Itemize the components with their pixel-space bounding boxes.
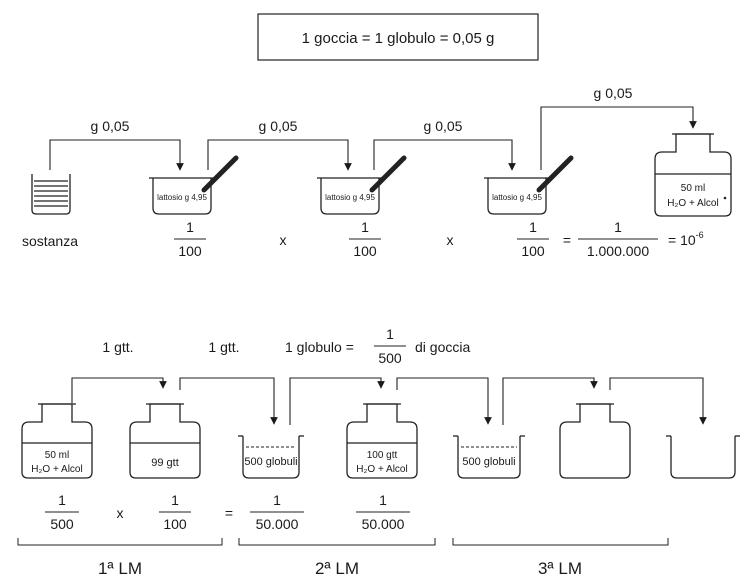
transfer-arrow-2 bbox=[207, 139, 352, 171]
svg-text:1: 1 bbox=[58, 492, 66, 508]
bottle-2-label: 99 gtt bbox=[151, 457, 179, 469]
svg-text:100: 100 bbox=[353, 243, 377, 259]
top-fraction-1: 1 100 bbox=[174, 219, 206, 259]
bottom-equals: = bbox=[225, 505, 233, 521]
bottle-1-volume: 50 ml bbox=[45, 450, 69, 461]
mortar-icon-3 bbox=[484, 155, 574, 215]
top-power-result: = 10-6 bbox=[668, 230, 704, 248]
bottom-transfer-arrows bbox=[71, 377, 707, 425]
solution-bottle-icon bbox=[654, 133, 732, 217]
top-times-1: x bbox=[280, 232, 287, 248]
svg-text:1: 1 bbox=[361, 219, 369, 235]
transfer-arrow-4 bbox=[540, 106, 697, 170]
svg-text:100: 100 bbox=[178, 243, 202, 259]
bottom-fraction-c: 1 50.000 bbox=[250, 492, 304, 532]
bottle-1-icon bbox=[21, 403, 93, 479]
bottom-arrow-6 bbox=[609, 377, 707, 425]
transfer-label-3: g 0,05 bbox=[424, 118, 463, 134]
bottom-arrow-5 bbox=[502, 377, 598, 425]
mortar-icon-1 bbox=[149, 155, 239, 215]
svg-text:50.000: 50.000 bbox=[256, 516, 299, 532]
svg-text:100: 100 bbox=[521, 243, 545, 259]
lm-label-2: 2ª LM bbox=[315, 559, 359, 578]
bottom-fraction-b: 1 100 bbox=[159, 492, 191, 532]
dish-3-icon bbox=[666, 435, 740, 479]
bottom-arrow-2 bbox=[179, 377, 278, 425]
drop-label-1: 1 gtt. bbox=[102, 339, 133, 355]
lm-bracket-1 bbox=[17, 538, 223, 546]
mortar-icon-2 bbox=[317, 155, 407, 215]
drop-label-2: 1 gtt. bbox=[208, 339, 239, 355]
bottom-arrow-3 bbox=[289, 377, 385, 425]
svg-text:500: 500 bbox=[378, 350, 402, 366]
top-transfer-arrows bbox=[49, 106, 697, 171]
globule-text: 1 globulo = bbox=[285, 339, 354, 355]
bottle-3-volume: 100 gtt bbox=[367, 450, 398, 461]
lm-label-3: 3ª LM bbox=[538, 559, 582, 578]
bottle-solvent-label: H₂O + Alcol bbox=[667, 198, 718, 209]
bottom-times: x bbox=[117, 505, 124, 521]
svg-text:1: 1 bbox=[379, 492, 387, 508]
substance-beaker-icon bbox=[31, 174, 71, 215]
lm-bracket-3 bbox=[452, 538, 669, 546]
substance-label: sostanza bbox=[22, 233, 78, 249]
bottle-3-solvent: H₂O + Alcol bbox=[356, 464, 407, 475]
svg-text:1: 1 bbox=[273, 492, 281, 508]
bottom-arrow-1 bbox=[71, 377, 167, 403]
svg-text:500: 500 bbox=[50, 516, 74, 532]
dish-2-icon bbox=[453, 435, 525, 479]
dish-1-label: 500 globuli bbox=[244, 456, 297, 468]
mortar-label-3: lattosio g 4,95 bbox=[492, 193, 542, 202]
bottle-2-icon bbox=[129, 403, 201, 479]
transfer-arrow-1 bbox=[49, 139, 184, 171]
svg-text:1: 1 bbox=[529, 219, 537, 235]
svg-text:1: 1 bbox=[186, 219, 194, 235]
top-fraction-3: 1 100 bbox=[517, 219, 549, 259]
bottle-volume-label: 50 ml bbox=[681, 183, 705, 194]
transfer-arrow-3 bbox=[373, 139, 516, 171]
top-result-fraction: 1 1.000.000 bbox=[578, 219, 658, 259]
svg-text:1: 1 bbox=[171, 492, 179, 508]
svg-text:1.000.000: 1.000.000 bbox=[587, 243, 649, 259]
title-text: 1 goccia = 1 globulo = 0,05 g bbox=[302, 30, 495, 47]
bottom-fraction-d: 1 50.000 bbox=[356, 492, 410, 532]
lm-bracket-2 bbox=[238, 538, 436, 546]
dish-1-icon bbox=[238, 435, 304, 479]
svg-text:1: 1 bbox=[614, 219, 622, 235]
svg-text:50.000: 50.000 bbox=[362, 516, 405, 532]
title-box: 1 goccia = 1 globulo = 0,05 g bbox=[257, 13, 539, 61]
globule-fraction: 1 500 bbox=[374, 326, 406, 366]
top-fraction-2: 1 100 bbox=[349, 219, 381, 259]
transfer-label-1: g 0,05 bbox=[91, 118, 130, 134]
svg-text:1: 1 bbox=[386, 326, 394, 342]
lm-label-1: 1ª LM bbox=[98, 559, 142, 578]
globule-suffix: di goccia bbox=[415, 339, 470, 355]
lm-brackets bbox=[17, 538, 669, 546]
top-equals: = bbox=[563, 232, 571, 248]
bottom-fraction-a: 1 500 bbox=[45, 492, 79, 532]
top-times-2: x bbox=[447, 232, 454, 248]
dish-2-label: 500 globuli bbox=[462, 456, 515, 468]
mortar-label-1: lattosio g 4,95 bbox=[157, 193, 207, 202]
transfer-label-4: g 0,05 bbox=[594, 85, 633, 101]
bottle-dot bbox=[723, 196, 727, 200]
transfer-label-2: g 0,05 bbox=[259, 118, 298, 134]
svg-text:100: 100 bbox=[163, 516, 187, 532]
bottle-4-icon bbox=[559, 403, 631, 479]
mortar-label-2: lattosio g 4,95 bbox=[325, 193, 375, 202]
bottle-1-solvent: H₂O + Alcol bbox=[31, 464, 82, 475]
bottle-3-icon bbox=[346, 403, 418, 479]
bottom-arrow-4 bbox=[396, 377, 492, 425]
